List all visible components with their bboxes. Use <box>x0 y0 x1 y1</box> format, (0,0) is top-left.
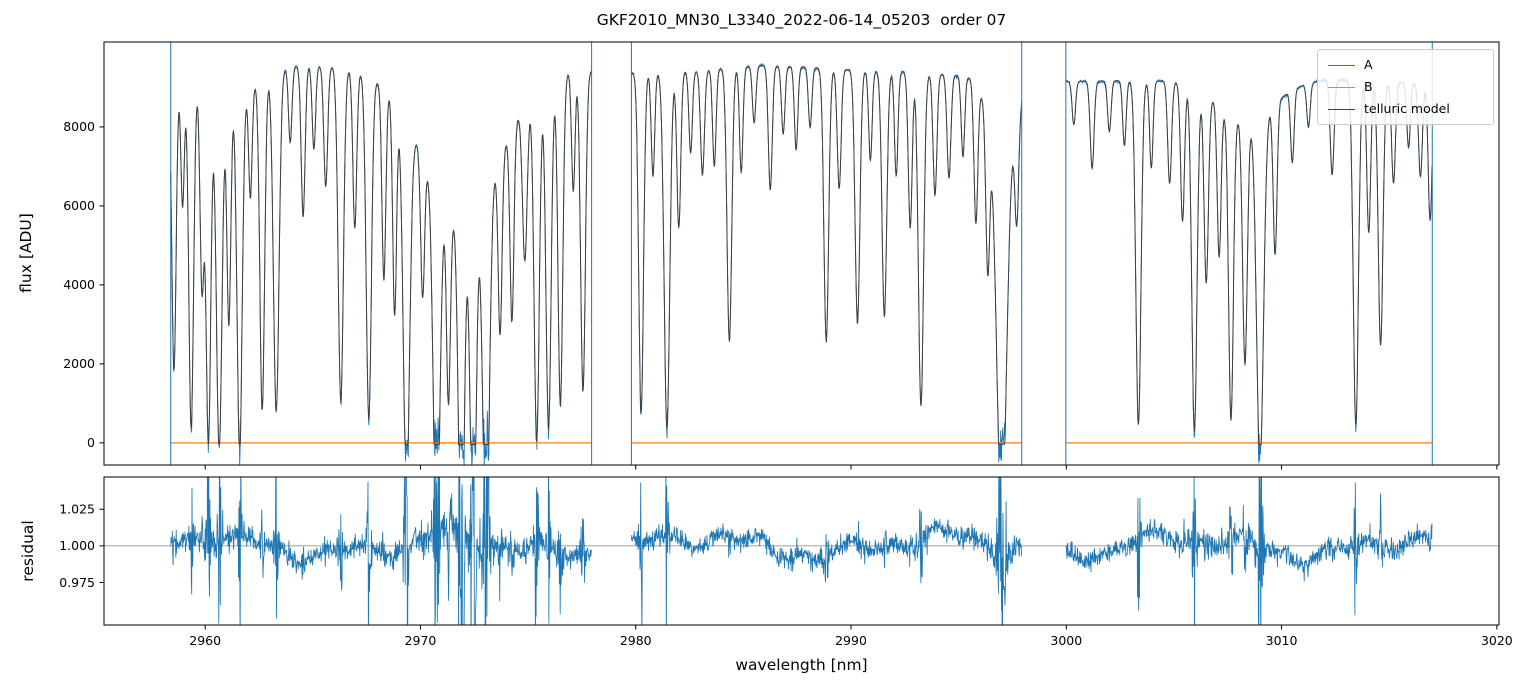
svg-text:2990: 2990 <box>835 633 867 648</box>
legend-label-telluric: telluric model <box>1364 101 1450 116</box>
residual-plot-area <box>104 477 1499 625</box>
svg-text:2980: 2980 <box>620 633 652 648</box>
flux-panel-frame <box>103 41 1500 466</box>
plot-title: GKF2010_MN30_L3340_2022-06-14_05203 orde… <box>596 11 1007 29</box>
legend-label-b: B <box>1364 79 1373 94</box>
legend-item-a: A <box>1328 58 1483 72</box>
svg-text:3010: 3010 <box>1266 633 1298 648</box>
svg-text:1.000: 1.000 <box>59 538 95 553</box>
legend-item-b: B <box>1328 80 1483 94</box>
legend-line-b-icon <box>1328 86 1355 88</box>
legend-line-telluric-icon <box>1328 108 1355 110</box>
svg-text:2960: 2960 <box>189 633 221 648</box>
svg-text:3020: 3020 <box>1481 633 1513 648</box>
svg-text:2970: 2970 <box>405 633 437 648</box>
svg-text:4000: 4000 <box>63 277 95 292</box>
svg-text:6000: 6000 <box>63 198 95 213</box>
svg-text:1.025: 1.025 <box>59 502 95 517</box>
svg-text:3000: 3000 <box>1050 633 1082 648</box>
axis-ticks: 0 2000 4000 6000 8000 0.975 1.000 1.025 2960 2970… <box>59 119 1513 648</box>
legend-label-a: A <box>1364 57 1373 72</box>
residual-panel-frame <box>103 476 1500 626</box>
legend-line-a-icon <box>1328 64 1355 66</box>
flux-plot-area <box>170 42 1433 465</box>
wavelength-axis-label: wavelength [nm] <box>735 656 868 674</box>
svg-text:8000: 8000 <box>63 119 95 134</box>
svg-text:0.975: 0.975 <box>59 575 95 590</box>
legend: A B telluric model <box>1317 49 1494 125</box>
legend-item-telluric-model: telluric model <box>1328 102 1483 116</box>
svg-text:0: 0 <box>87 435 95 450</box>
svg-text:2000: 2000 <box>63 356 95 371</box>
